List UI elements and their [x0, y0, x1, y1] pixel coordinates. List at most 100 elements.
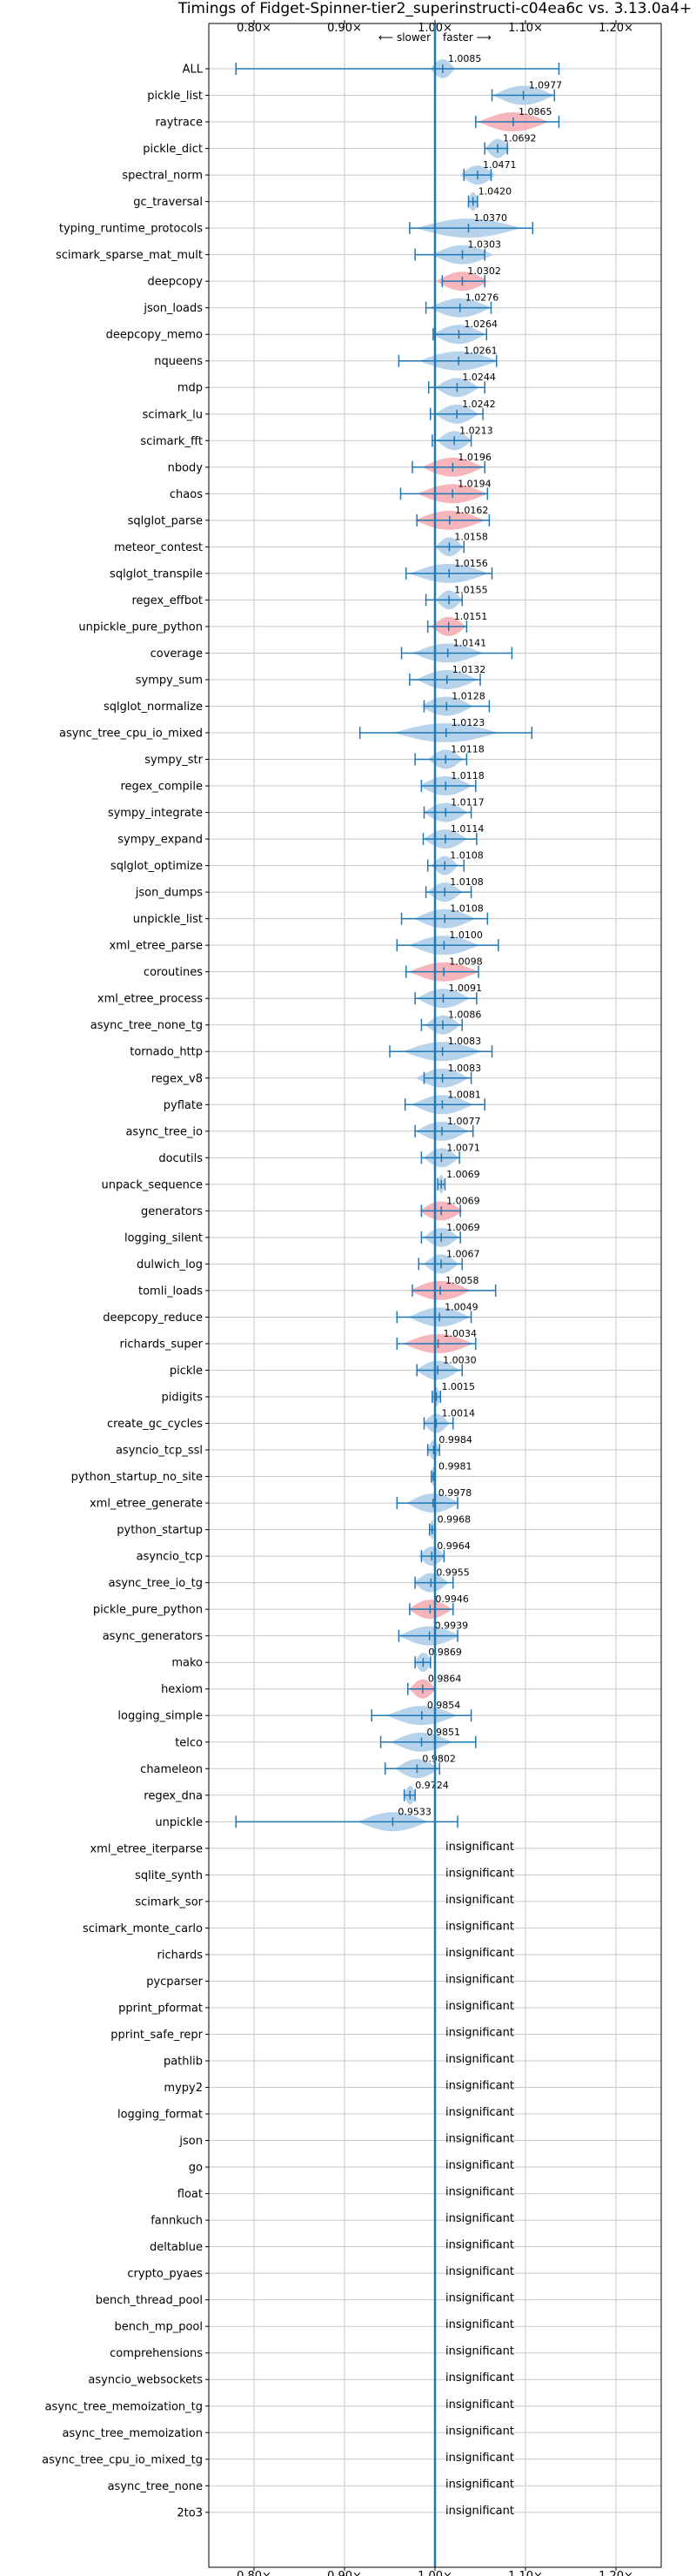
benchmark-row: hexiom 0.9864 — [161, 1674, 461, 1699]
benchmark-row: chameleon 0.9802 — [140, 1753, 456, 1779]
benchmark-name: sqlglot_normalize — [104, 701, 203, 714]
mean-label: 1.0242 — [462, 399, 496, 410]
benchmark-row: typing_runtime_protocols 1.0370 — [59, 212, 534, 238]
benchmark-name: scimark_fft — [140, 435, 203, 448]
benchmark-name: spectral_norm — [122, 170, 203, 183]
benchmark-name: async_tree_cpu_io_mixed — [59, 728, 203, 741]
benchmark-row: async_tree_cpu_io_mixed_tg insignificant — [42, 2452, 514, 2467]
benchmark-row: regex_compile 1.0118 — [120, 770, 485, 795]
mean-label: 1.0865 — [519, 106, 552, 117]
benchmark-name: dulwich_log — [137, 1258, 203, 1271]
benchmark-row: logging_format insignificant — [117, 2106, 514, 2122]
benchmark-name: raytrace — [155, 117, 203, 130]
benchmark-name: mdp — [177, 382, 203, 395]
mean-label: 0.9939 — [435, 1620, 469, 1632]
benchmark-name: ALL — [183, 64, 204, 77]
mean-label: 1.0081 — [447, 1089, 481, 1100]
benchmark-row: tomli_loads 1.0058 — [138, 1275, 497, 1300]
benchmark-name: pathlib — [164, 2056, 203, 2069]
mean-label: 1.0015 — [442, 1381, 476, 1392]
benchmark-name: pickle_pure_python — [93, 1604, 203, 1617]
benchmark-row: sympy_integrate 1.0117 — [108, 797, 485, 822]
mean-label: 1.0034 — [444, 1328, 478, 1339]
benchmark-name: sqlite_synth — [135, 1869, 203, 1882]
benchmark-name: pickle_list — [147, 90, 203, 103]
benchmark-row: go insignificant — [189, 2159, 514, 2175]
benchmark-row: scimark_fft 1.0213 — [140, 425, 493, 451]
mean-label: 1.0261 — [464, 345, 498, 357]
insignificant-label: insignificant — [445, 2212, 514, 2225]
benchmark-name: typing_runtime_protocols — [59, 223, 203, 236]
mean-label: 1.0156 — [454, 558, 488, 569]
benchmark-name: xml_etree_generate — [90, 1498, 203, 1511]
x-tick-label-bottom: 1.00× — [418, 2570, 452, 2576]
benchmark-row: python_startup_no_site 0.9981 — [71, 1461, 472, 1486]
benchmark-row: pickle_dict 1.0692 — [143, 133, 536, 158]
mean-label: 0.9946 — [435, 1593, 469, 1605]
benchmark-name: go — [189, 2162, 203, 2175]
mean-label: 1.0420 — [478, 186, 512, 198]
mean-label: 0.9869 — [428, 1647, 461, 1658]
insignificant-label: insignificant — [445, 2026, 514, 2039]
benchmark-name: richards — [157, 1949, 204, 1962]
benchmark-name: async_generators — [103, 1630, 204, 1643]
mean-label: 1.0303 — [468, 239, 502, 251]
benchmark-name: unpack_sequence — [101, 1178, 203, 1191]
benchmark-name: unpickle — [155, 1816, 203, 1829]
benchmark-name: async_tree_none_tg — [90, 1019, 203, 1032]
mean-label: 1.0471 — [483, 159, 517, 171]
mean-label: 1.0194 — [458, 478, 492, 489]
benchmark-name: pickle_dict — [143, 143, 203, 156]
benchmark-row: scimark_sor insignificant — [135, 1894, 514, 1909]
mean-label: 1.0132 — [452, 664, 486, 675]
benchmark-name: pprint_pformat — [118, 2002, 203, 2015]
benchmark-name: coverage — [151, 647, 203, 661]
benchmark-name: xml_etree_process — [97, 993, 203, 1006]
benchmark-name: python_startup_no_site — [71, 1471, 203, 1484]
x-tick-label-top: 0.80× — [237, 22, 271, 35]
benchmark-row: async_tree_cpu_io_mixed 1.0123 — [59, 717, 533, 742]
mean-label: 1.0049 — [445, 1301, 478, 1312]
benchmark-row: regex_effbot 1.0155 — [131, 584, 488, 610]
insignificant-label: insignificant — [445, 2478, 514, 2491]
benchmark-row: json insignificant — [178, 2133, 514, 2149]
benchmark-row: sqlite_synth insignificant — [135, 1867, 514, 1882]
benchmark-row: dulwich_log 1.0067 — [137, 1248, 479, 1274]
mean-label: 1.0162 — [455, 505, 489, 516]
mean-label: 1.0100 — [449, 929, 483, 941]
insignificant-label: insignificant — [445, 2398, 514, 2412]
benchmark-row: async_tree_none insignificant — [108, 2478, 514, 2493]
benchmark-row: scimark_lu 1.0242 — [143, 399, 496, 424]
mean-label: 0.9724 — [415, 1780, 449, 1791]
benchmark-name: scimark_lu — [143, 408, 203, 421]
mean-label: 1.0069 — [446, 1169, 480, 1180]
x-tick-label-top: 1.10× — [508, 22, 543, 35]
benchmark-name: asyncio_tcp — [137, 1551, 203, 1564]
benchmark-name: json — [178, 2135, 203, 2148]
benchmark-row: meteor_contest 1.0158 — [114, 531, 488, 557]
mean-label: 1.0069 — [446, 1222, 480, 1233]
benchmark-name: coroutines — [144, 966, 203, 979]
benchmark-name: generators — [141, 1205, 203, 1218]
benchmark-name: gc_traversal — [133, 196, 203, 209]
x-tick-label-bottom: 0.80× — [237, 2570, 271, 2576]
benchmark-row: deepcopy_memo 1.0264 — [106, 319, 498, 345]
benchmark-row: regex_dna 0.9724 — [144, 1780, 449, 1805]
x-tick-label-bottom: 1.10× — [508, 2570, 543, 2576]
benchmark-row: crypto_pyaes insignificant — [127, 2265, 514, 2281]
benchmark-row: 2to3 insignificant — [177, 2505, 514, 2520]
insignificant-label: insignificant — [445, 2080, 514, 2093]
benchmark-row: mako 0.9869 — [171, 1647, 462, 1673]
mean-label: 1.0370 — [473, 212, 507, 224]
benchmark-row: deltablue insignificant — [150, 2239, 514, 2255]
benchmark-name: async_tree_none — [108, 2480, 203, 2493]
mean-label: 0.9802 — [422, 1753, 455, 1764]
benchmark-row: richards_super 1.0034 — [119, 1328, 477, 1353]
benchmark-name: pickle — [170, 1365, 203, 1378]
insignificant-label: insignificant — [445, 2452, 514, 2465]
mean-label: 1.0118 — [451, 744, 485, 755]
mean-label: 1.0117 — [451, 797, 485, 808]
mean-label: 1.0264 — [464, 319, 498, 330]
benchmark-name: comprehensions — [110, 2347, 203, 2360]
benchmark-row: regex_v8 1.0083 — [151, 1063, 481, 1088]
